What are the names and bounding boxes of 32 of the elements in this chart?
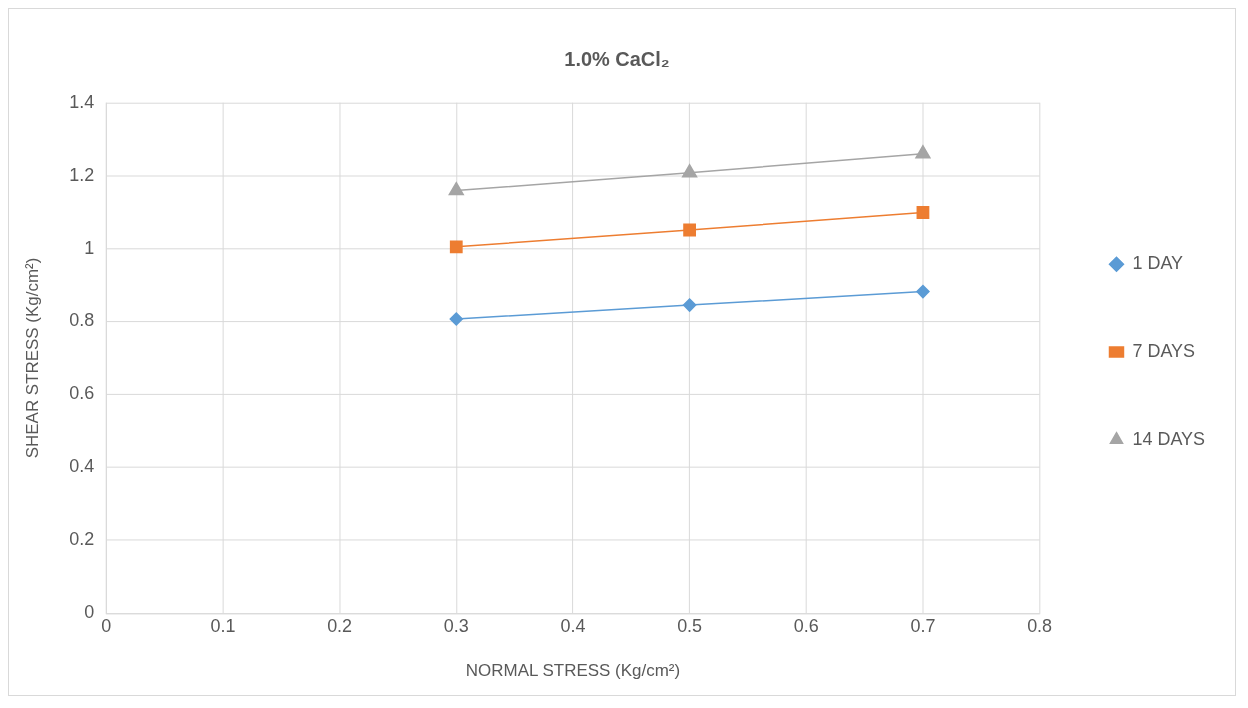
x-tick-label: 0.7 bbox=[910, 615, 936, 636]
point bbox=[449, 240, 463, 254]
point bbox=[916, 284, 930, 299]
y-tick-label: 0.4 bbox=[69, 456, 95, 477]
x-tick-label: 0 bbox=[101, 615, 112, 636]
y-tick-label: 0.6 bbox=[69, 383, 95, 404]
chart-title: 1.0% CaCl₂ bbox=[564, 48, 670, 71]
x-tick-label: 0.5 bbox=[677, 615, 703, 636]
point bbox=[682, 298, 697, 312]
y-tick-label: 1.2 bbox=[69, 164, 95, 185]
x-axis-title: NORMAL STRESS (Kg/cm²) bbox=[465, 660, 681, 680]
y-tick-label: 0 bbox=[84, 602, 95, 623]
x-tick-label: 0.4 bbox=[560, 615, 586, 636]
point bbox=[915, 145, 931, 159]
y-tick-label: 0.8 bbox=[69, 310, 95, 331]
point bbox=[448, 181, 464, 196]
point bbox=[916, 206, 930, 219]
legend-label: 1 DAY bbox=[1132, 253, 1184, 274]
x-tick-label: 0.2 bbox=[327, 615, 353, 636]
y-axis-title: SHEAR STRESS (Kg/cm²) bbox=[22, 257, 42, 459]
legend-label: 7 DAYS bbox=[1132, 340, 1196, 361]
point bbox=[683, 223, 697, 237]
legend-label: 14 DAYS bbox=[1132, 428, 1205, 449]
x-tick-label: 0.6 bbox=[793, 615, 819, 636]
y-tick-label: 1.4 bbox=[69, 91, 95, 112]
x-tick-label: 0.3 bbox=[443, 615, 469, 636]
y-tick-label: 0.2 bbox=[69, 529, 95, 550]
point bbox=[681, 164, 698, 178]
x-tick-label: 0.1 bbox=[210, 615, 236, 636]
y-tick-label: 1 bbox=[84, 237, 95, 258]
point bbox=[449, 312, 464, 326]
x-tick-label: 0.8 bbox=[1027, 615, 1053, 636]
